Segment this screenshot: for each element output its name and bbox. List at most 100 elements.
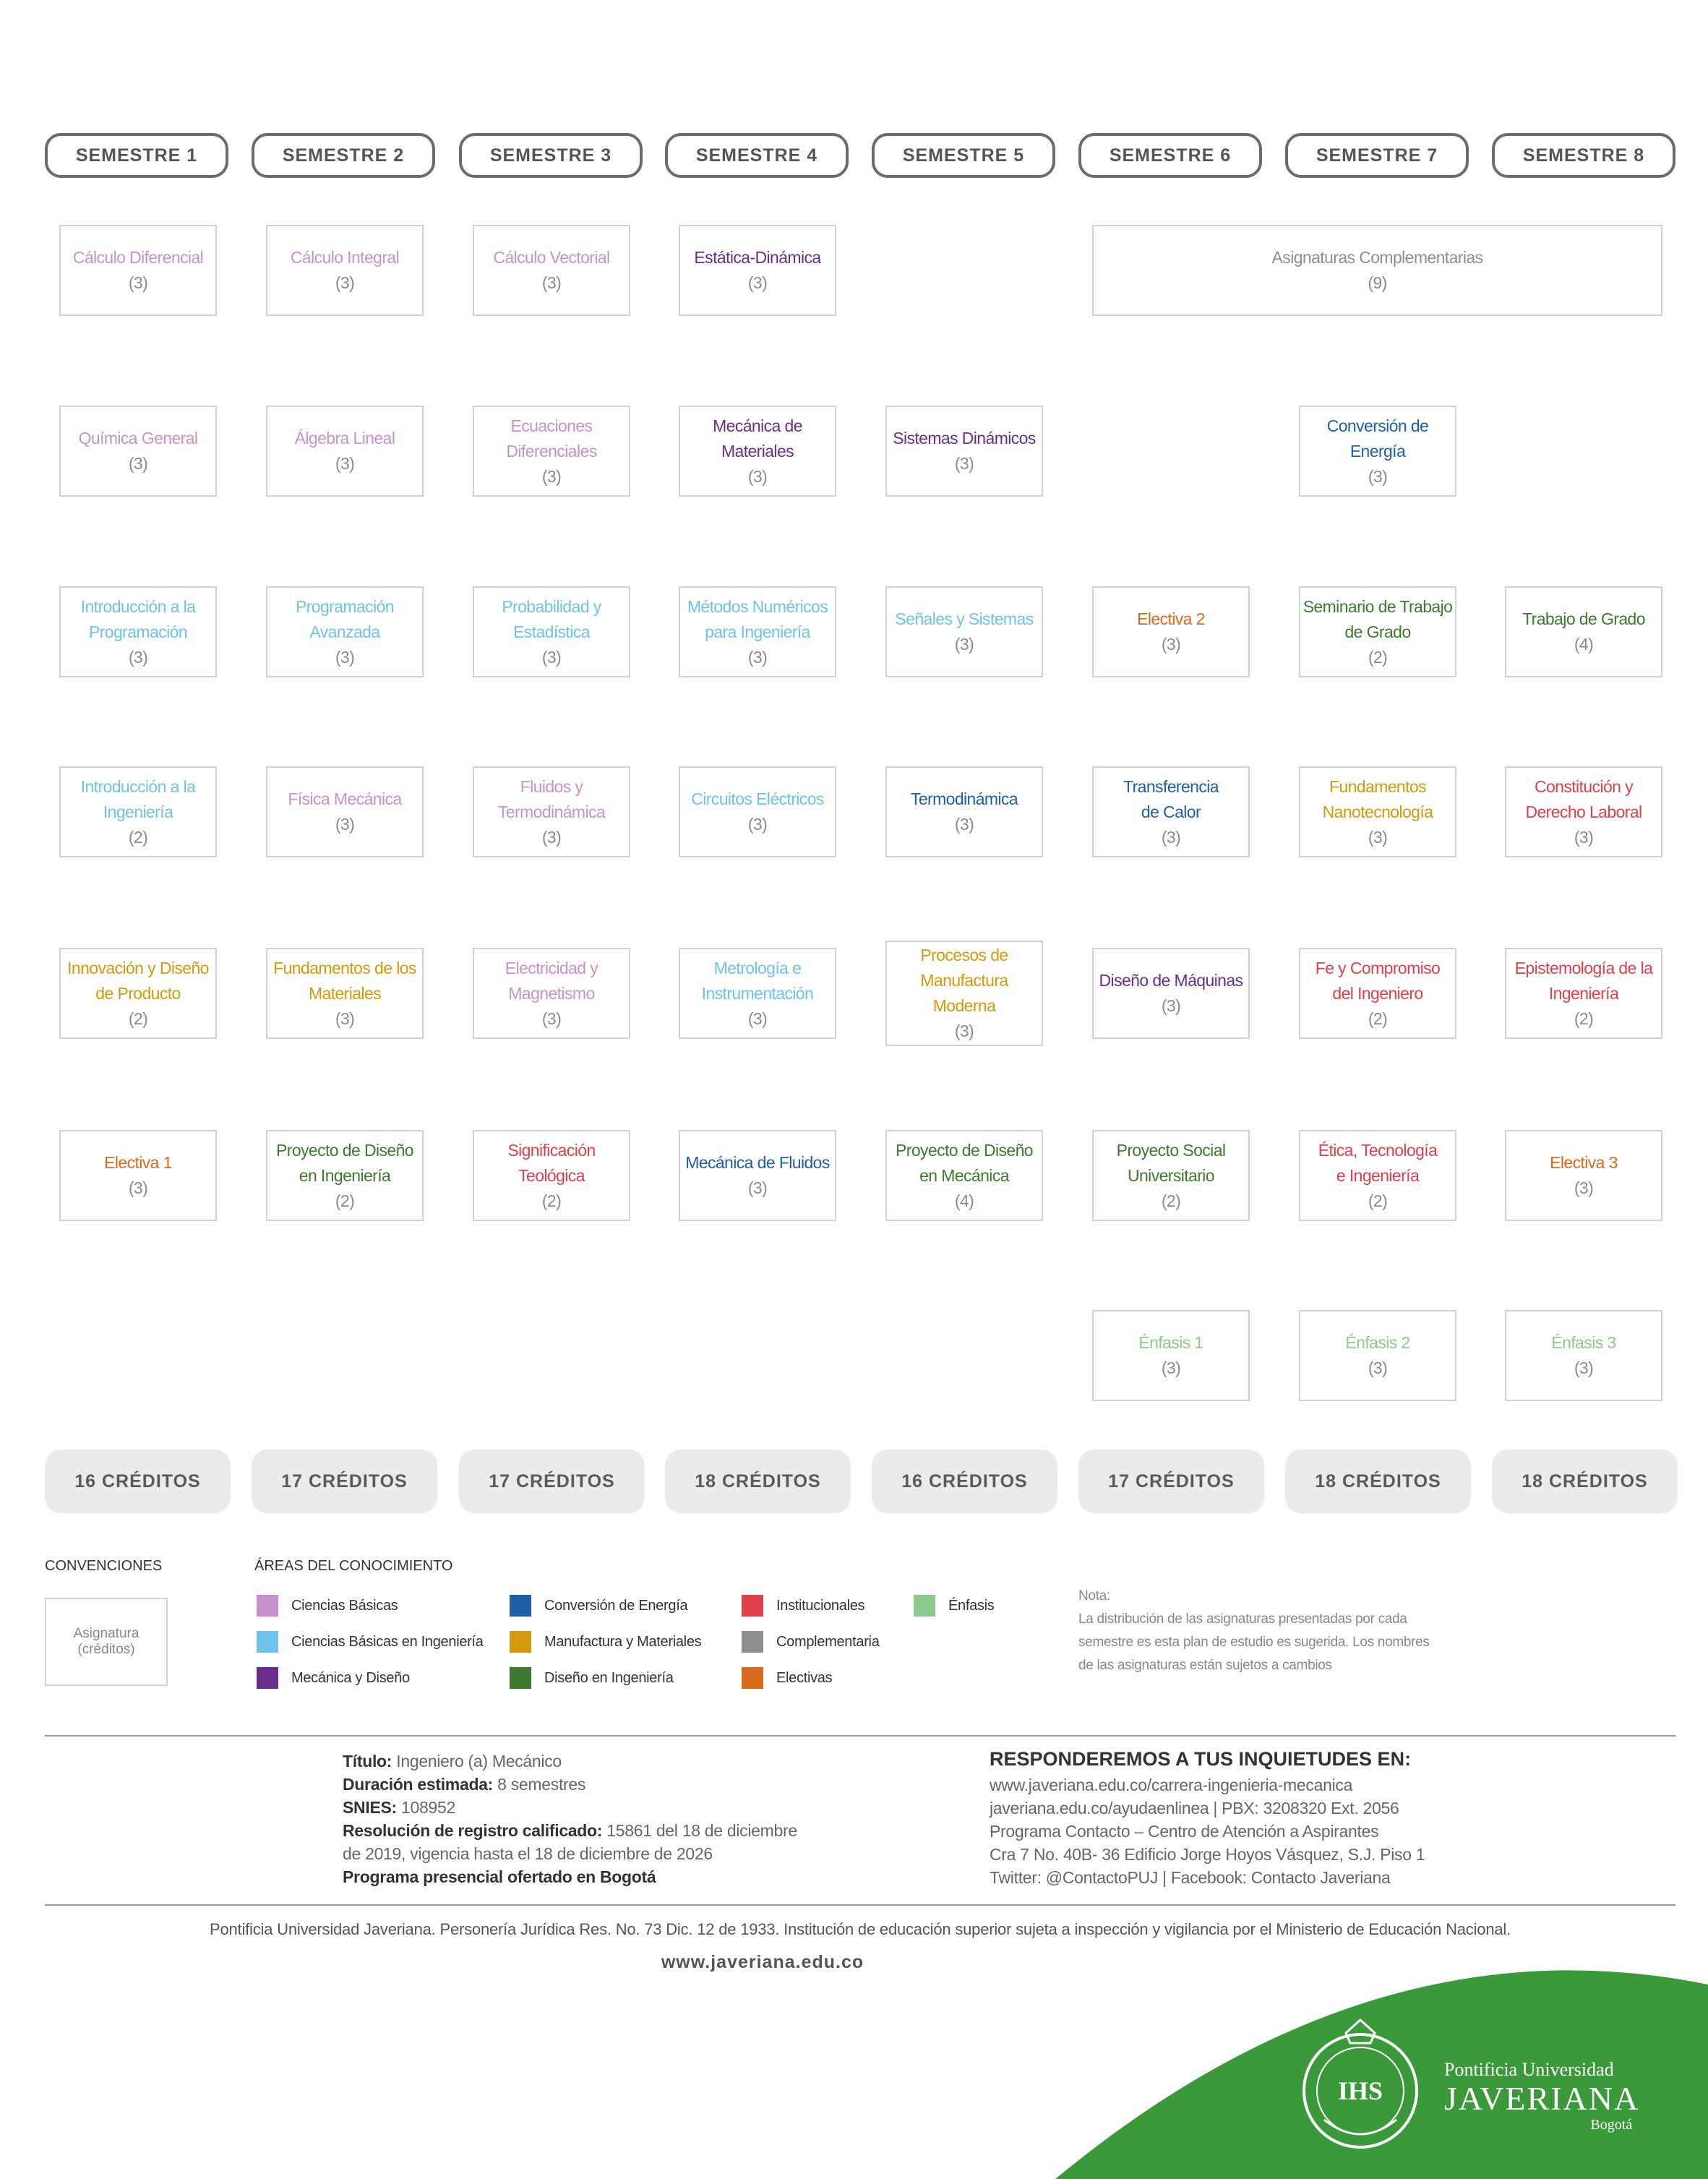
legend-swatch — [742, 1631, 763, 1653]
course-card: Fundamentos de los Materiales (3) — [266, 948, 424, 1039]
course-credits: (3) — [335, 273, 355, 292]
course-name: Procesos de — [920, 946, 1008, 964]
course-credits: (3) — [1161, 827, 1181, 847]
course-name: Metrología e — [713, 958, 802, 977]
course-name: Cálculo Integral — [290, 248, 400, 267]
course-credits: (2) — [541, 1191, 562, 1210]
legend-label: Énfasis — [948, 1597, 995, 1614]
course-card: Álgebra Lineal (3) — [266, 406, 424, 497]
course-card: Electricidad y Magnetismo (3) — [473, 948, 630, 1039]
semester-header: SEMESTRE 5 — [872, 133, 1055, 178]
legend-label: Diseño en Ingeniería — [544, 1669, 674, 1686]
brand-line-3: Bogotá — [1590, 2117, 1633, 2133]
course-card: Ética, Tecnología e Ingeniería (2) — [1299, 1130, 1456, 1221]
website-link[interactable]: www.javeriana.edu.co — [661, 1952, 864, 1972]
course-credits: (3) — [1368, 1358, 1388, 1377]
note-title: Nota: — [1078, 1588, 1110, 1604]
course-name: Proyecto de Diseño — [896, 1140, 1034, 1160]
course-name: en Ingeniería — [299, 1165, 391, 1185]
course-name: Conversión de Energía — [1326, 416, 1429, 461]
resolution-value-cont: de 2019, vigencia hasta el 18 de diciemb… — [343, 1844, 713, 1863]
course-credits: (3) — [128, 647, 148, 667]
modality: Programa presencial ofertado en Bogotá — [343, 1867, 656, 1886]
course-card: Constitución y Derecho Laboral (3) — [1505, 766, 1662, 857]
semester-header: SEMESTRE 4 — [665, 133, 849, 178]
course-card: Mecánica de Materiales (3) — [679, 406, 836, 497]
brand-line-2: JAVERIANA — [1444, 2080, 1640, 2117]
course-name: Transferencia — [1123, 776, 1219, 796]
course-name: Programación — [89, 622, 188, 641]
semester-credits-total: 17 CRÉDITOS — [1078, 1450, 1264, 1513]
course-name: Señales y Sistemas — [895, 609, 1034, 628]
course-credits: (3) — [954, 1022, 974, 1040]
contact-social[interactable]: Twitter: @ContactoPUJ | Facebook: Contac… — [990, 1868, 1391, 1887]
course-card: Fluidos y Termodinámica (3) — [473, 766, 630, 857]
course-name: Estadística — [513, 622, 591, 641]
course-credits: (2) — [1368, 647, 1388, 667]
legend-item: Diseño en Ingeniería — [510, 1667, 674, 1689]
course-card: Sistemas Dinámicos (3) — [885, 406, 1043, 497]
course-credits: (3) — [128, 1178, 148, 1197]
contact-center: Programa Contacto – Centro de Atención a… — [990, 1822, 1379, 1841]
course-card: Electiva 1 (3) — [59, 1130, 217, 1221]
course-name: Sistemas Dinámicos — [893, 429, 1036, 448]
course-credits: (3) — [128, 454, 148, 473]
course-name: Química General — [78, 429, 198, 448]
course-name: Cálculo Vectorial — [493, 248, 610, 267]
course-credits: (2) — [1161, 1191, 1181, 1210]
course-name: Fundamentos — [1329, 776, 1427, 796]
legend-swatch — [742, 1595, 763, 1617]
course-credits: (3) — [1161, 996, 1181, 1015]
course-name: Cálculo Diferencial — [72, 248, 204, 267]
note-line: de las asignaturas están sujetos a cambi… — [1078, 1658, 1332, 1673]
semester-credits-total: 18 CRÉDITOS — [1285, 1450, 1471, 1513]
contact-info: RESPONDEREMOS A TUS INQUIETUDES EN: www.… — [990, 1748, 1425, 1889]
course-credits: (3) — [747, 273, 768, 292]
course-card: Seminario de Trabajo de Grado (2) — [1299, 586, 1456, 677]
course-credits: (3) — [1368, 466, 1388, 486]
semester-credits-total: 18 CRÉDITOS — [665, 1450, 851, 1513]
contact-web-link[interactable]: www.javeriana.edu.co/carrera-ingenieria-… — [990, 1776, 1353, 1794]
course-credits: (9) — [1368, 273, 1387, 292]
course-credits: (3) — [541, 827, 562, 847]
course-name: Énfasis 2 — [1345, 1333, 1410, 1352]
course-name: Trabajo de Grado — [1522, 609, 1645, 628]
course-credits: (3) — [954, 635, 974, 654]
course-credits: (2) — [1368, 1009, 1388, 1028]
course-name: Innovación y Diseño — [67, 958, 209, 977]
note-line: La distribución de las asignaturas prese… — [1078, 1611, 1407, 1627]
brand-line-1: Pontificia Universidad — [1444, 2059, 1614, 2080]
course-name: Asignaturas Complementarias — [1271, 248, 1483, 267]
course-card: Programación Avanzada (3) — [266, 586, 424, 677]
course-name: Termodinámica — [497, 802, 606, 821]
legend-swatch — [257, 1631, 278, 1653]
course-name: Fe y Compromiso — [1315, 958, 1441, 977]
course-card: Innovación y Diseño de Producto (2) — [59, 948, 217, 1039]
course-card: Introducción a la Programación (3) — [59, 586, 217, 677]
course-name: Electiva 2 — [1137, 609, 1205, 628]
duration-value: 8 semestres — [497, 1775, 586, 1794]
course-name: Epistemología de la — [1514, 958, 1653, 977]
course-card: Fundamentos Nanotecnología (3) — [1299, 766, 1456, 857]
course-name: Ingeniería — [103, 802, 173, 821]
course-name: Diseño de Máquinas — [1099, 971, 1243, 990]
semester-credits-total: 18 CRÉDITOS — [1492, 1450, 1678, 1513]
course-credits: (3) — [954, 815, 974, 834]
course-name: de Grado — [1344, 622, 1411, 641]
contact-help-line[interactable]: javeriana.edu.co/ayudaenlinea | PBX: 320… — [990, 1799, 1399, 1818]
course-name: e Ingeniería — [1336, 1165, 1420, 1185]
course-credits: (3) — [128, 273, 148, 292]
legend-label: Institucionales — [776, 1597, 865, 1614]
legend-item: Manufactura y Materiales — [510, 1631, 702, 1653]
course-credits: (3) — [1574, 1358, 1594, 1377]
course-name: Física Mecánica — [288, 789, 402, 808]
course-card: Proyecto de Diseño en Ingeniería (2) — [266, 1130, 424, 1221]
course-card: Electiva 3 (3) — [1505, 1130, 1662, 1221]
course-name: Moderna — [932, 996, 996, 1015]
semester-credits-total: 17 CRÉDITOS — [459, 1450, 645, 1513]
semester-credits-total: 17 CRÉDITOS — [252, 1450, 437, 1513]
course-name: Teológica — [518, 1165, 585, 1185]
course-name: Estática-Dinámica — [694, 248, 821, 267]
course-credits: (3) — [541, 1009, 562, 1028]
